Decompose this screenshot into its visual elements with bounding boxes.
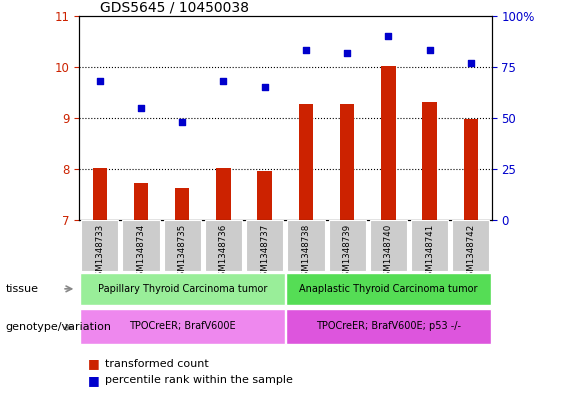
Point [342,50,351,56]
Bar [381,66,395,220]
Bar [205,220,242,271]
Text: percentile rank within the sample: percentile rank within the sample [105,375,293,386]
Bar [81,220,118,271]
Bar [288,220,324,271]
Text: tissue: tissue [6,284,38,294]
Text: TPOCreER; BrafV600E; p53 -/-: TPOCreER; BrafV600E; p53 -/- [316,321,461,331]
Bar [411,220,448,271]
Bar [258,171,272,220]
Bar [299,104,313,220]
Point [302,47,311,53]
Text: GSM1348738: GSM1348738 [302,224,310,283]
Bar [464,119,478,220]
Bar [246,220,283,271]
Text: GSM1348734: GSM1348734 [137,224,145,283]
Text: Papillary Thyroid Carcinoma tumor: Papillary Thyroid Carcinoma tumor [98,284,267,294]
Point [178,119,187,125]
Point [95,78,105,84]
Text: GDS5645 / 10450038: GDS5645 / 10450038 [100,0,249,15]
Point [425,47,434,53]
Point [137,105,146,111]
Bar [453,220,489,271]
Text: Anaplastic Thyroid Carcinoma tumor: Anaplastic Thyroid Carcinoma tumor [299,284,477,294]
Text: GSM1348737: GSM1348737 [260,224,269,283]
Bar [93,168,107,220]
Text: GSM1348740: GSM1348740 [384,224,393,283]
Text: GSM1348742: GSM1348742 [467,224,475,283]
Text: GSM1348733: GSM1348733 [95,224,104,283]
Text: GSM1348736: GSM1348736 [219,224,228,283]
Bar [286,273,491,305]
Bar [370,220,407,271]
Text: GSM1348741: GSM1348741 [425,224,434,283]
Bar [80,309,285,344]
Point [384,33,393,39]
Bar [216,168,231,220]
Point [219,78,228,84]
Text: genotype/variation: genotype/variation [6,322,112,332]
Point [467,60,476,66]
Point [260,84,270,90]
Text: transformed count: transformed count [105,358,208,369]
Text: GSM1348739: GSM1348739 [343,224,351,282]
Bar [329,220,366,271]
Bar [134,183,148,220]
Bar [123,220,159,271]
Bar [286,309,491,344]
Text: TPOCreER; BrafV600E: TPOCreER; BrafV600E [129,321,236,331]
Text: ■: ■ [88,357,99,370]
Bar [164,220,201,271]
Bar [80,273,285,305]
Bar [340,104,354,220]
Text: GSM1348735: GSM1348735 [178,224,186,283]
Text: ■: ■ [88,374,99,387]
Bar [175,188,189,220]
Bar [423,101,437,220]
